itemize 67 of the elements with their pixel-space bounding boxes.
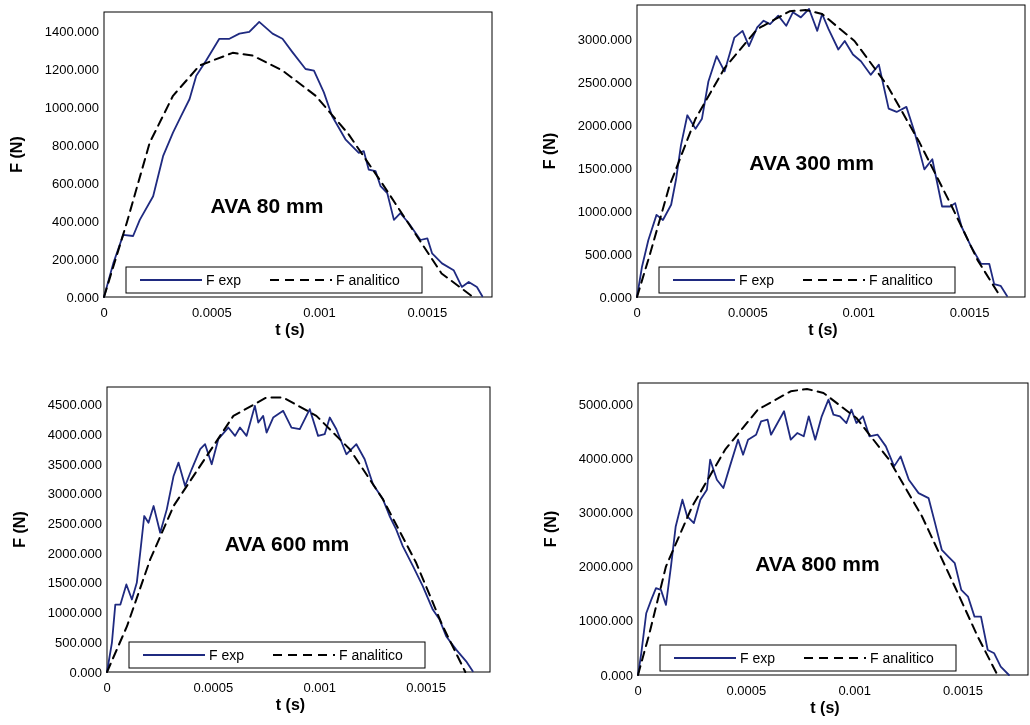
y-tick-label: 1000.000	[577, 203, 632, 219]
y-tick-label: 400.000	[52, 213, 99, 229]
x-tick-label: 0	[103, 680, 111, 695]
y-axis-title: F (N)	[8, 136, 25, 173]
y-tick-label: 2500.000	[577, 74, 632, 90]
legend-label: F analitico	[336, 271, 401, 288]
y-tick-label: 1000.000	[47, 605, 102, 621]
x-tick-label: 0.0005	[726, 683, 767, 698]
y-tick-label: 5000.000	[578, 397, 633, 413]
y-tick-label: 3000.000	[577, 31, 632, 47]
legend-label: F analitico	[339, 646, 404, 663]
x-tick-label: 0.001	[303, 305, 336, 320]
y-tick-label: 4000.000	[578, 451, 633, 467]
y-tick-label: 500.000	[585, 246, 632, 262]
x-tick-label: 0	[633, 305, 641, 320]
y-tick-label: 2000.000	[577, 117, 632, 133]
x-tick-label: 0	[634, 683, 642, 698]
x-tick-label: 0.001	[303, 680, 337, 695]
x-axis-title: t (s)	[810, 699, 840, 716]
x-tick-label: 0.001	[838, 683, 871, 698]
legend-label: F exp	[209, 646, 245, 663]
y-tick-label: 2500.000	[47, 516, 102, 532]
x-axis-title: t (s)	[275, 696, 306, 713]
y-tick-label: 1500.000	[577, 160, 632, 176]
y-tick-label: 0.000	[600, 667, 633, 683]
y-axis-title: F (N)	[541, 132, 558, 170]
y-tick-label: 4000.000	[47, 427, 102, 443]
x-tick-label: 0.0015	[406, 680, 447, 695]
y-tick-label: 1400.000	[44, 23, 99, 39]
y-tick-label: 2000.000	[47, 545, 102, 561]
y-tick-label: 500.000	[55, 634, 102, 650]
y-axis-title: F (N)	[11, 511, 28, 548]
x-tick-label: 0	[100, 305, 108, 320]
text: AVA 800 mm	[755, 552, 880, 576]
y-tick-label: 0.000	[599, 289, 632, 305]
x-tick-label: 0.0005	[727, 305, 768, 320]
text: AVA 600 mm	[224, 532, 350, 556]
y-tick-label: 800.000	[52, 137, 99, 153]
y-tick-label: 3000.000	[578, 505, 633, 521]
x-tick-label: 0.0005	[193, 680, 234, 695]
legend-label: F analitico	[869, 271, 934, 288]
x-tick-label: 0.0015	[949, 305, 990, 320]
y-tick-label: 3500.000	[47, 456, 102, 472]
text: AVA 300 mm	[749, 151, 874, 175]
text: AVA 80 mm	[210, 194, 324, 218]
y-tick-label: 1200.000	[44, 61, 99, 77]
y-tick-label: 1500.000	[47, 575, 102, 591]
y-axis-title: F (N)	[542, 510, 559, 548]
x-tick-label: 0.0015	[943, 683, 983, 698]
y-tick-label: 3000.000	[47, 486, 102, 502]
y-tick-label: 600.000	[52, 175, 99, 191]
x-tick-label: 0.0015	[407, 305, 448, 320]
y-tick-label: 0.000	[66, 289, 99, 305]
x-tick-label: 0.0005	[191, 305, 232, 320]
x-axis-title: t (s)	[275, 321, 305, 338]
y-tick-label: 4500.000	[47, 397, 102, 413]
y-tick-label: 1000.000	[578, 613, 633, 629]
y-tick-label: 200.000	[52, 251, 99, 267]
x-axis-title: t (s)	[808, 321, 838, 338]
x-tick-label: 0.001	[842, 305, 875, 320]
y-tick-label: 2000.000	[578, 559, 633, 575]
legend-label: F exp	[206, 271, 242, 288]
legend-label: F exp	[739, 271, 775, 288]
y-tick-label: 0.000	[69, 664, 102, 680]
legend-label: F analitico	[870, 649, 935, 666]
y-tick-label: 1000.000	[44, 99, 99, 115]
legend-label: F exp	[740, 649, 776, 666]
